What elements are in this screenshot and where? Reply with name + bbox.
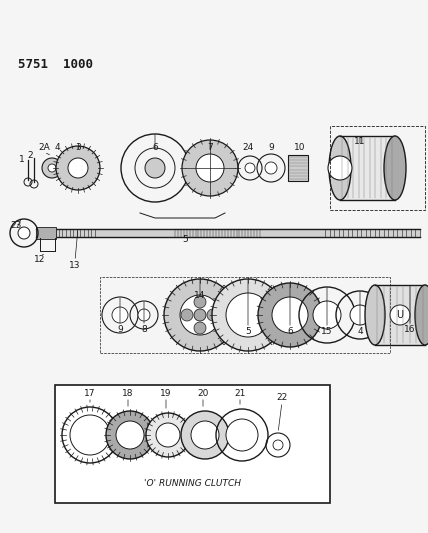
- Bar: [36, 227, 56, 239]
- Text: 17: 17: [84, 389, 96, 398]
- Circle shape: [350, 305, 370, 325]
- Text: 19: 19: [160, 389, 172, 398]
- Circle shape: [42, 158, 62, 178]
- Text: 5: 5: [245, 327, 251, 336]
- Text: 10: 10: [294, 143, 306, 152]
- Bar: [340, 136, 398, 200]
- Ellipse shape: [415, 285, 428, 345]
- Text: 23: 23: [10, 221, 22, 230]
- Text: 8: 8: [141, 326, 147, 335]
- Circle shape: [194, 322, 206, 334]
- Circle shape: [212, 279, 284, 351]
- Text: 3: 3: [75, 142, 81, 151]
- Text: U: U: [396, 310, 404, 320]
- Circle shape: [18, 227, 30, 239]
- Circle shape: [258, 283, 322, 347]
- Text: 5751  1000: 5751 1000: [18, 58, 93, 71]
- Circle shape: [70, 415, 110, 455]
- Circle shape: [138, 309, 150, 321]
- Circle shape: [182, 140, 238, 196]
- Text: 6: 6: [152, 143, 158, 152]
- Circle shape: [164, 279, 236, 351]
- Text: 11: 11: [354, 138, 366, 147]
- Circle shape: [272, 297, 308, 333]
- Circle shape: [68, 158, 88, 178]
- Circle shape: [112, 307, 128, 323]
- Text: 2: 2: [27, 150, 33, 159]
- Circle shape: [181, 309, 193, 321]
- Circle shape: [116, 421, 144, 449]
- Text: 18: 18: [122, 389, 134, 398]
- Text: 20: 20: [197, 389, 209, 398]
- Text: 15: 15: [321, 327, 333, 336]
- Circle shape: [207, 309, 219, 321]
- Ellipse shape: [329, 136, 351, 200]
- Circle shape: [181, 411, 229, 459]
- Circle shape: [390, 305, 410, 325]
- Text: 21: 21: [234, 389, 246, 398]
- Text: 6: 6: [287, 327, 293, 336]
- Text: 22: 22: [276, 393, 288, 402]
- Circle shape: [313, 301, 341, 329]
- Text: 14: 14: [194, 290, 206, 300]
- Circle shape: [194, 296, 206, 308]
- Text: 9: 9: [117, 326, 123, 335]
- Text: 7: 7: [207, 143, 213, 152]
- Bar: [330, 126, 425, 210]
- Circle shape: [226, 293, 270, 337]
- Circle shape: [48, 164, 56, 172]
- Circle shape: [191, 421, 219, 449]
- Text: 24: 24: [242, 143, 254, 152]
- Text: 2A: 2A: [38, 143, 50, 152]
- Circle shape: [180, 295, 220, 335]
- Circle shape: [328, 156, 352, 180]
- Text: 13: 13: [69, 261, 81, 270]
- Bar: [100, 277, 390, 353]
- Bar: [340, 136, 395, 200]
- Bar: [375, 285, 425, 345]
- Ellipse shape: [384, 136, 406, 200]
- Text: 12: 12: [34, 255, 46, 264]
- Text: 1: 1: [19, 156, 25, 165]
- Circle shape: [146, 413, 190, 457]
- Circle shape: [194, 309, 206, 321]
- Text: 4: 4: [357, 327, 363, 336]
- Circle shape: [265, 162, 277, 174]
- Circle shape: [226, 419, 258, 451]
- Circle shape: [196, 154, 224, 182]
- Bar: [55, 385, 330, 503]
- Circle shape: [273, 440, 283, 450]
- Circle shape: [106, 411, 154, 459]
- Text: 9: 9: [268, 143, 274, 152]
- Ellipse shape: [365, 285, 385, 345]
- Circle shape: [156, 423, 180, 447]
- Text: 16: 16: [404, 326, 416, 335]
- Text: 'O' RUNNING CLUTCH: 'O' RUNNING CLUTCH: [144, 479, 241, 488]
- Circle shape: [245, 163, 255, 173]
- Text: 4: 4: [54, 142, 60, 151]
- Text: 5: 5: [182, 236, 188, 245]
- Circle shape: [145, 158, 165, 178]
- Bar: [288, 155, 308, 181]
- Circle shape: [56, 146, 100, 190]
